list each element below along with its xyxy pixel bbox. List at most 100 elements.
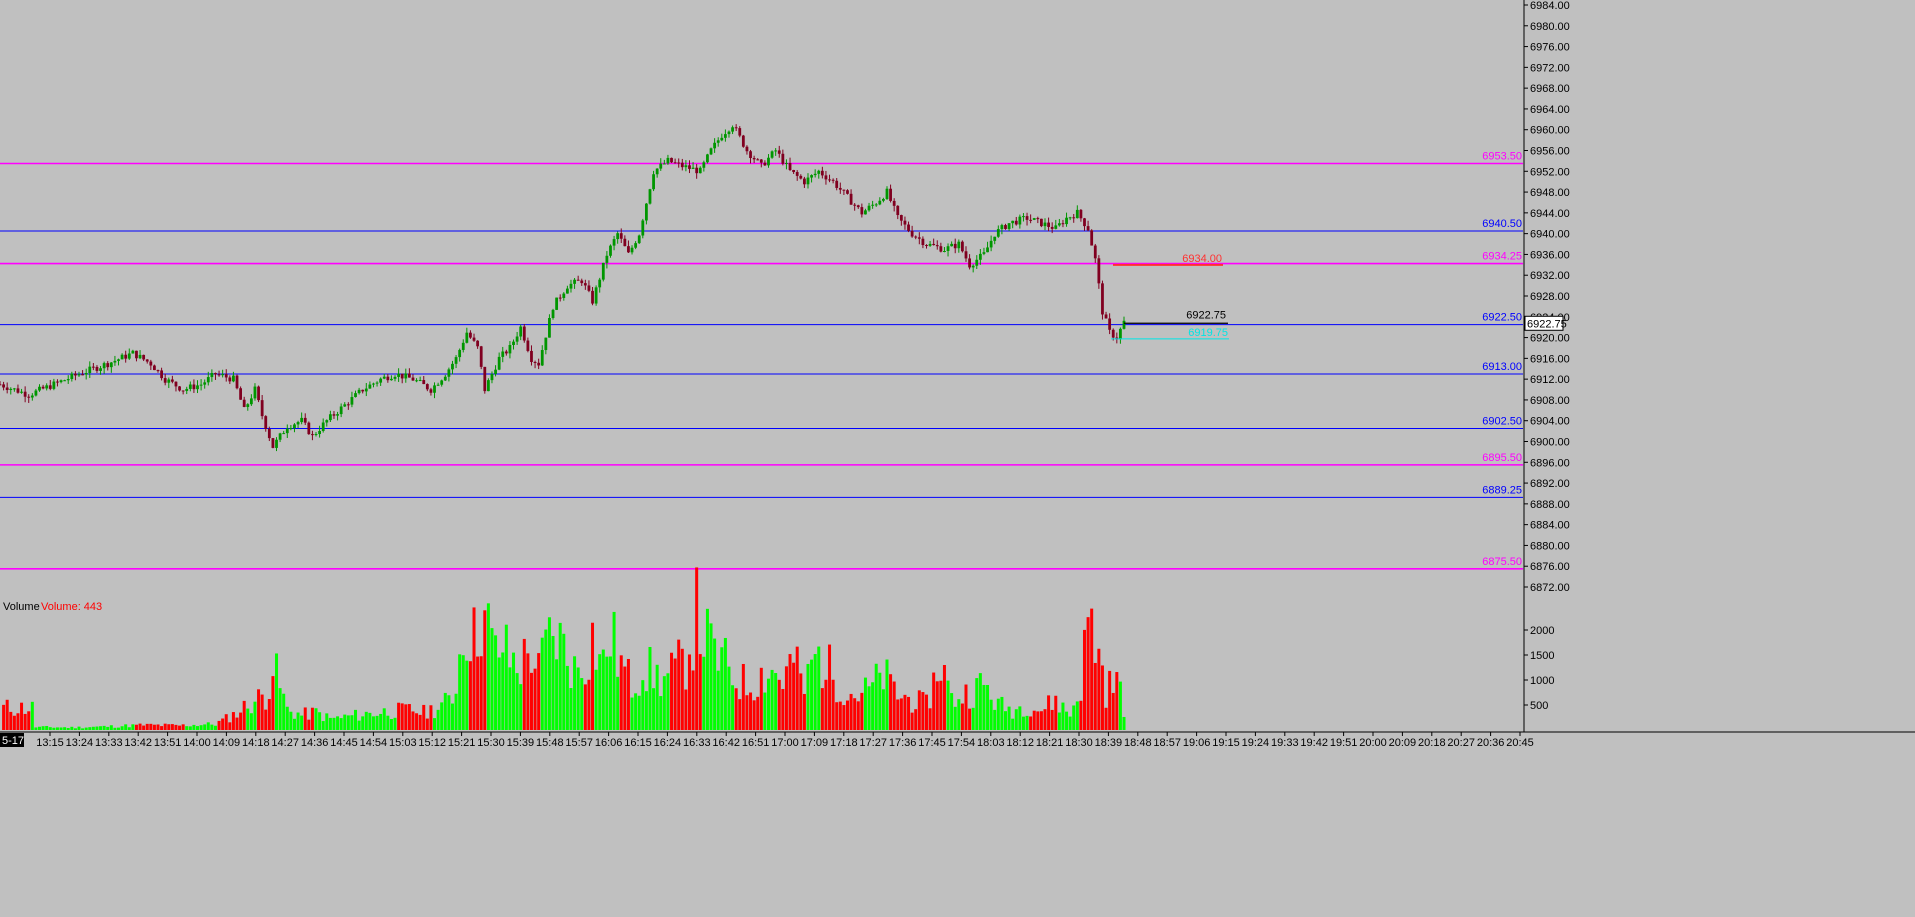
volume-bar bbox=[824, 679, 828, 730]
time-tick-label: 15:12 bbox=[418, 737, 446, 749]
candle-body bbox=[932, 243, 936, 246]
candle-body bbox=[113, 360, 117, 363]
volume-bar bbox=[533, 668, 537, 730]
candle-body bbox=[131, 350, 135, 354]
volume-bar bbox=[702, 656, 706, 730]
candle-body bbox=[99, 368, 102, 371]
candle-body bbox=[573, 279, 576, 284]
volume-bar bbox=[806, 663, 810, 730]
candle-body bbox=[601, 262, 605, 280]
volume-bar bbox=[95, 726, 99, 730]
candle-body bbox=[856, 205, 860, 208]
volume-bar bbox=[433, 718, 437, 730]
candle-body bbox=[203, 382, 207, 385]
candle-body bbox=[479, 346, 483, 367]
volume-bar bbox=[321, 721, 325, 730]
candle-body bbox=[289, 428, 293, 430]
candle-body bbox=[551, 309, 555, 319]
volume-bar bbox=[1000, 696, 1004, 730]
volume-bar bbox=[885, 659, 889, 730]
volume-bar bbox=[863, 677, 867, 730]
volume-bar bbox=[404, 704, 408, 730]
candle-body bbox=[950, 243, 954, 247]
candle-body bbox=[1047, 222, 1050, 227]
volume-tick-label: 2000 bbox=[1530, 625, 1554, 637]
volume-bar bbox=[1079, 700, 1083, 730]
volume-bar bbox=[652, 688, 656, 730]
price-tick-label: 6912.00 bbox=[1530, 374, 1570, 386]
candle-body bbox=[810, 175, 813, 178]
level-label: 6902.50 bbox=[1482, 416, 1522, 428]
candle-body bbox=[436, 384, 440, 386]
current-price-box bbox=[1524, 315, 1564, 331]
price-tick-label: 6916.00 bbox=[1530, 353, 1570, 365]
candle-body bbox=[196, 385, 199, 390]
time-tick-label: 20:00 bbox=[1359, 737, 1387, 749]
candle-body bbox=[9, 388, 13, 391]
volume-bar bbox=[662, 676, 666, 730]
candle-body bbox=[66, 379, 70, 381]
volume-bar bbox=[447, 695, 451, 730]
candle-body bbox=[946, 246, 950, 251]
candle-body bbox=[530, 350, 533, 362]
volume-bar bbox=[547, 617, 551, 730]
volume-bar bbox=[379, 713, 383, 730]
volume-bar bbox=[580, 678, 584, 730]
candle-body bbox=[864, 210, 867, 215]
candle-body bbox=[23, 391, 27, 397]
volume-bar bbox=[910, 712, 914, 730]
candle-body bbox=[490, 373, 494, 381]
volume-bar bbox=[296, 712, 300, 730]
candle-body bbox=[328, 414, 332, 421]
candle-body bbox=[953, 243, 957, 249]
volume-bar bbox=[303, 707, 307, 730]
volume-bar bbox=[1111, 692, 1115, 730]
volume-bar bbox=[55, 727, 59, 730]
volume-bar bbox=[224, 714, 228, 730]
price-tick-label: 6960.00 bbox=[1530, 125, 1570, 137]
candle-body bbox=[583, 283, 587, 286]
volume-bar bbox=[680, 648, 684, 730]
volume-bar bbox=[325, 713, 329, 730]
volume-bar bbox=[160, 726, 164, 730]
volume-bar bbox=[292, 718, 296, 730]
candle-body bbox=[569, 283, 573, 289]
candle-body bbox=[1050, 226, 1054, 229]
candle-body bbox=[364, 388, 368, 392]
time-tick-label: 17:27 bbox=[859, 737, 887, 749]
volume-bar bbox=[278, 688, 282, 730]
volume-bar bbox=[264, 709, 268, 730]
volume-bar bbox=[914, 709, 918, 730]
candle-body bbox=[239, 388, 243, 400]
candle-body bbox=[670, 157, 673, 163]
candle-body bbox=[5, 387, 9, 391]
volume-bar bbox=[964, 684, 968, 730]
volume-bar bbox=[196, 726, 200, 730]
time-tick-label: 20:36 bbox=[1477, 737, 1505, 749]
volume-bar bbox=[698, 654, 702, 730]
volume-bar bbox=[932, 672, 936, 730]
time-tick-label: 14:36 bbox=[301, 737, 329, 749]
candle-body bbox=[41, 386, 45, 389]
time-tick-label: 19:24 bbox=[1242, 737, 1270, 749]
level-label: 6934.25 bbox=[1482, 251, 1522, 263]
candle-body bbox=[1119, 328, 1122, 340]
candle-body bbox=[433, 385, 436, 393]
candle-body bbox=[555, 297, 559, 310]
candle-body bbox=[282, 433, 286, 435]
volume-bar bbox=[275, 653, 279, 730]
volume-bar bbox=[1011, 718, 1015, 730]
candle-body bbox=[878, 200, 882, 205]
volume-bar bbox=[745, 695, 749, 730]
volume-bar bbox=[573, 656, 577, 730]
candle-body bbox=[95, 366, 99, 371]
price-tick-label: 6952.00 bbox=[1530, 166, 1570, 178]
volume-bar bbox=[594, 669, 598, 730]
volume-bar bbox=[942, 664, 946, 730]
candle-body bbox=[379, 378, 383, 383]
candle-body bbox=[346, 404, 350, 406]
volume-bar bbox=[185, 726, 189, 730]
volume-bar bbox=[120, 726, 124, 730]
volume-bar bbox=[960, 703, 964, 730]
